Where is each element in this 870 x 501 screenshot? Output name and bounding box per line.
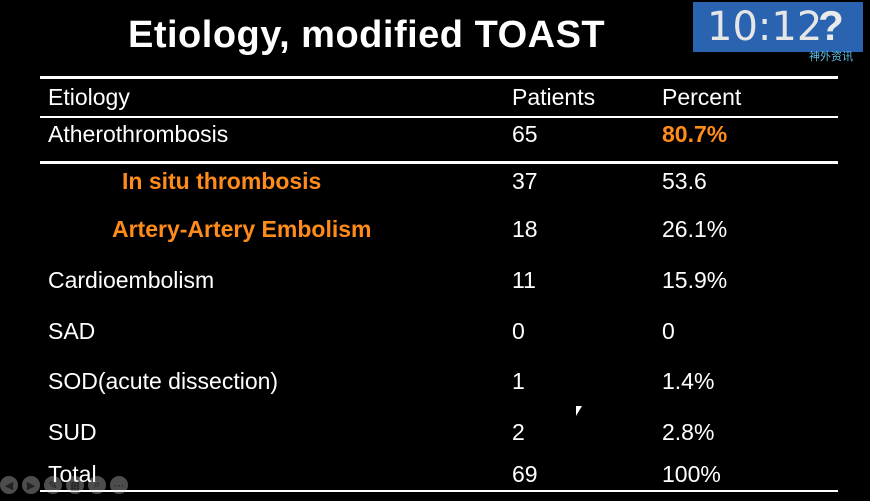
cell-percent: 0 (662, 318, 675, 344)
cell-percent: 1.4% (662, 368, 715, 394)
cell-etiology: SOD(acute dissection) (48, 368, 279, 394)
header-percent: Percent (662, 84, 742, 110)
table-row: Cardioembolism 11 15.9% (0, 267, 870, 307)
header-divider (40, 116, 838, 118)
cell-etiology: Total (48, 461, 97, 487)
cell-patients: 11 (512, 267, 536, 293)
slides-icon[interactable]: ▦ (66, 476, 84, 494)
cell-patients: 69 (512, 461, 538, 487)
watermark-text: 神外资讯 (809, 51, 853, 63)
cell-percent: 26.1% (662, 216, 728, 242)
cell-patients: 1 (512, 368, 525, 394)
cell-etiology: SAD (48, 318, 96, 344)
table-row: SUD 2 2.8% (0, 419, 870, 459)
mouse-pointer-icon (576, 406, 582, 416)
question-mark-icon: ? (818, 2, 844, 49)
cell-etiology: SUD (48, 419, 97, 445)
cell-etiology-subtype: In situ thrombosis (122, 168, 322, 194)
cell-etiology: Atherothrombosis (48, 121, 229, 147)
table-row: In situ thrombosis 37 53.6 (0, 168, 870, 208)
table-row: Atherothrombosis 65 80.7% (0, 121, 870, 161)
next-icon[interactable]: ▶ (22, 476, 40, 494)
section-divider (40, 161, 838, 164)
prev-icon[interactable]: ◀ (0, 476, 18, 494)
cell-patients: 37 (512, 168, 538, 194)
cell-patients: 18 (512, 216, 538, 242)
table-row: Artery-Artery Embolism 18 26.1% (0, 216, 870, 256)
more-icon[interactable]: ⋯ (110, 476, 128, 494)
table-top-divider (40, 76, 838, 79)
pen-icon[interactable]: ✎ (44, 476, 62, 494)
cell-percent-highlight: 80.7% (662, 121, 728, 147)
table-row: SAD 0 0 (0, 318, 870, 358)
watermark-logo: ? 神外资讯 (800, 4, 862, 68)
table-bottom-divider (40, 490, 838, 492)
header-patients: Patients (512, 84, 596, 110)
slide-title: Etiology, modified TOAST (128, 14, 606, 56)
cell-percent: 100% (662, 461, 721, 487)
cell-patients: 2 (512, 419, 525, 445)
clock-overlay: 10:12 (693, 2, 863, 52)
cell-etiology: Cardioembolism (48, 267, 215, 293)
slideshow-controls[interactable]: ◀ ▶ ✎ ▦ ⌕ ⋯ (0, 474, 128, 496)
cell-etiology-subtype: Artery-Artery Embolism (112, 216, 372, 242)
cell-patients: 65 (512, 121, 538, 147)
zoom-icon[interactable]: ⌕ (88, 476, 106, 494)
cell-percent: 2.8% (662, 419, 715, 445)
cell-percent: 53.6 (662, 168, 707, 194)
header-etiology: Etiology (48, 84, 130, 110)
cell-patients: 0 (512, 318, 525, 344)
cell-percent: 15.9% (662, 267, 728, 293)
table-row: SOD(acute dissection) 1 1.4% (0, 368, 870, 408)
table-row-total: Total 69 100% (0, 461, 870, 501)
table-header-row: Etiology Patients Percent (0, 84, 870, 124)
